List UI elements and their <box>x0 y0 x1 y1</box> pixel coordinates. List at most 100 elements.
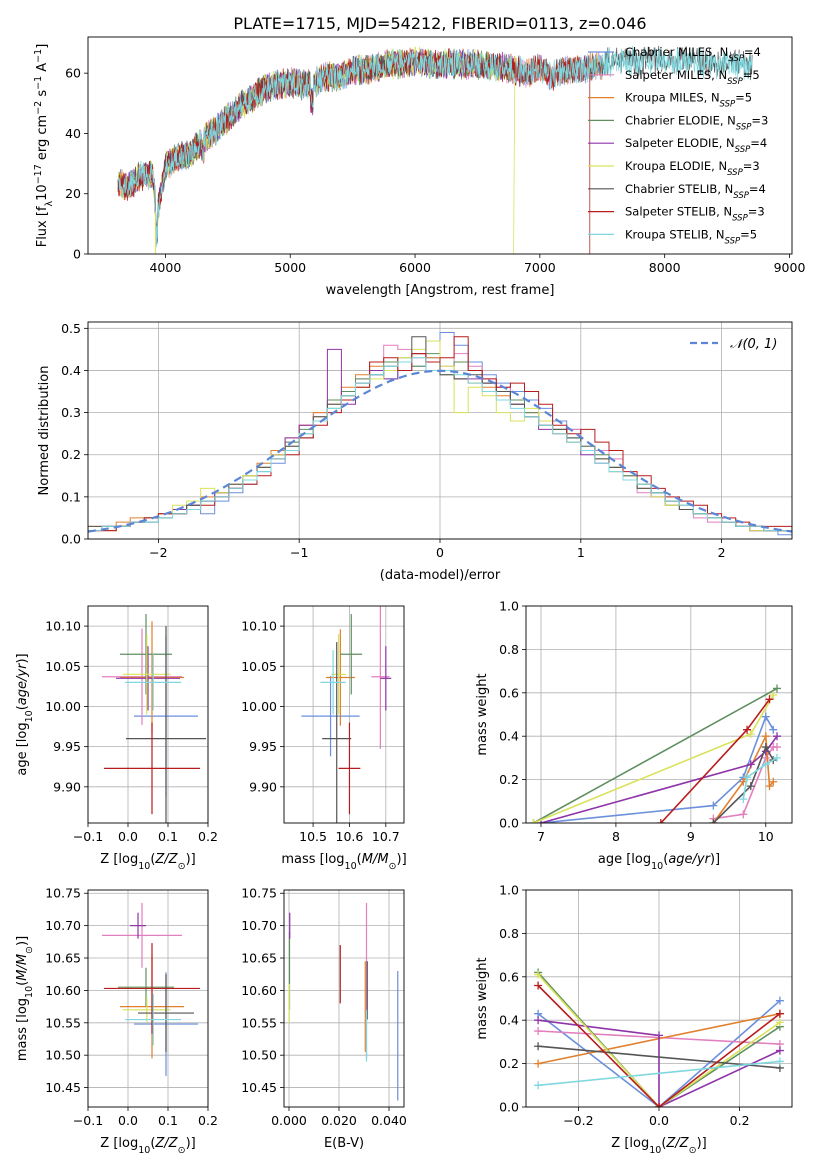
weight-line-series-9 <box>742 757 778 800</box>
y-tick-label: 1.0 <box>499 599 519 614</box>
y-tick-label: 20 <box>65 186 81 201</box>
mass-vs-ebv-plot: 0.000 0.020 0.040 10.45 10.50 10.55 10.60 10.65… <box>241 886 407 1151</box>
axes-frame <box>283 605 405 824</box>
gaussian-reference-curve <box>88 369 792 533</box>
errorbar-point-9 <box>125 993 182 1046</box>
y-axis-label: mass [log10(M/M⊙)] <box>15 936 35 1061</box>
errorbar-point-6 <box>331 634 346 715</box>
legend-label-salpeter-elodie: Salpeter ELODIE, NSSP=4 <box>625 136 767 155</box>
weight-marker <box>743 725 752 734</box>
x-tick-label: 1 <box>577 545 585 560</box>
x-tick-label: 0 <box>436 545 444 560</box>
axes-frame <box>525 605 793 824</box>
legend-label-kroupa-miles: Kroupa MILES, NSSP=5 <box>625 91 752 110</box>
weight-marker <box>534 1081 543 1090</box>
weight-marker <box>739 795 748 804</box>
weight-marker <box>761 732 770 741</box>
x-tick-label: 10.5 <box>299 829 327 844</box>
legend-label-gaussian: 𝒩(0, 1) <box>730 337 777 352</box>
weight-marker <box>775 1057 784 1066</box>
y-tick-label: 10.55 <box>241 1015 277 1030</box>
weight-line-series-5 <box>540 735 778 823</box>
y-tick-label: 10.05 <box>45 659 81 674</box>
weight-marker <box>746 782 755 791</box>
y-tick-label: 10.50 <box>45 1048 81 1063</box>
y-tick-label: 10.50 <box>241 1048 277 1063</box>
mass-weight-vs-z-series <box>534 968 784 1107</box>
y-tick-label: 10.65 <box>241 951 277 966</box>
errorbar-point-6 <box>122 634 171 715</box>
histogram-step-series-6 <box>88 340 792 539</box>
y-axis-label: age [log10(age/yr)] <box>15 653 35 775</box>
y-tick-label: 0.4 <box>499 729 519 744</box>
weight-marker <box>769 777 778 786</box>
axes-frame <box>525 889 793 1108</box>
axes-frame <box>283 889 405 1108</box>
legend-label-salpeter-stelib: Salpeter STELIB, NSSP=3 <box>625 205 765 224</box>
errorbar-point-5 <box>130 912 146 939</box>
mass-vs-ebv-points <box>288 902 399 1101</box>
weight-marker <box>746 760 755 769</box>
weight-line-series-1 <box>537 1000 781 1107</box>
y-tick-label: 0.0 <box>499 816 519 831</box>
figure-title: PLATE=1715, MJD=54212, FIBERID=0113, z=0… <box>233 14 646 33</box>
y-tick-label: 10.60 <box>241 983 277 998</box>
weight-marker <box>746 730 755 739</box>
x-axis-label: wavelength [Angstrom, rest frame] <box>326 283 555 298</box>
y-tick-label: 0.2 <box>61 447 81 462</box>
mass-weight-vs-age-series <box>529 684 782 823</box>
errorbar-point-7 <box>126 626 206 823</box>
y-tick-label: 10.70 <box>241 918 277 933</box>
x-tick-label: 10 <box>758 829 774 844</box>
axes-frame <box>87 36 793 255</box>
legend-label-chabrier-elodie: Chabrier ELODIE, NSSP=3 <box>625 113 768 132</box>
y-tick-label: 60 <box>65 66 81 81</box>
y-tick-label: 10.75 <box>45 886 81 901</box>
x-tick-label: 2 <box>718 545 726 560</box>
weight-marker <box>534 1027 543 1036</box>
x-tick-label: 0.1 <box>158 1113 178 1128</box>
x-axis-label: Z [log10(Z/Z⊙)] <box>100 1136 195 1156</box>
axes-frame <box>87 321 793 540</box>
spectrum-legend: Chabrier MILES, NSSP=4 Salpeter MILES, NS… <box>588 45 768 246</box>
x-tick-label: 0.0 <box>649 1113 669 1128</box>
spectrum-series-group <box>117 45 753 254</box>
x-tick-label: 0.0 <box>118 1113 138 1128</box>
spectrum-plot: 4000 5000 6000 7000 8000 9000 0 20 40 60 wavelengt… <box>33 36 805 298</box>
x-axis-label: Z [log10(Z/Z⊙)] <box>100 852 195 872</box>
y-tick-label: 0.5 <box>61 321 81 336</box>
x-tick-label: −2 <box>149 545 167 560</box>
y-tick-label: 10.00 <box>45 699 81 714</box>
errorbar-point-5 <box>116 646 180 711</box>
y-tick-label: 0.8 <box>499 642 519 657</box>
errorbar-point-9 <box>125 654 182 711</box>
x-tick-label: −0.1 <box>73 829 103 844</box>
x-axis-label: (data-model)/error <box>380 568 501 583</box>
x-axis-label: mass [log10(M/M⊙)] <box>281 852 406 872</box>
errorbar-point-4 <box>118 967 174 1007</box>
x-tick-label: −0.2 <box>563 1113 593 1128</box>
weight-marker <box>534 1042 543 1051</box>
errorbar-point-7 <box>322 642 352 823</box>
y-tick-label: 9.90 <box>249 779 277 794</box>
weight-marker <box>529 819 538 823</box>
y-tick-label: 10.55 <box>45 1015 81 1030</box>
y-tick-label: 0.8 <box>499 926 519 941</box>
x-tick-label: 8 <box>612 829 620 844</box>
y-tick-label: 0.6 <box>499 969 519 984</box>
x-tick-label: 0.2 <box>198 1113 218 1128</box>
y-tick-label: 10.05 <box>241 659 277 674</box>
y-tick-label: 10.75 <box>241 886 277 901</box>
y-tick-label: 0.2 <box>499 772 519 787</box>
weight-line-series-8 <box>537 984 781 1107</box>
legend-label-kroupa-elodie: Kroupa ELODIE, NSSP=3 <box>625 159 760 178</box>
weight-marker <box>775 1046 784 1055</box>
weight-line-series-7 <box>538 1045 780 1069</box>
weight-line-series-9 <box>538 1060 780 1087</box>
weight-marker <box>534 970 543 979</box>
residual-histogram-plot: −2 −1 0 1 2 0.0 0.1 0.2 0.3 0.4 0.5 (data-model)/er… <box>37 321 793 583</box>
errorbar-point-9 <box>320 650 346 715</box>
weight-line-series-4 <box>533 687 778 823</box>
